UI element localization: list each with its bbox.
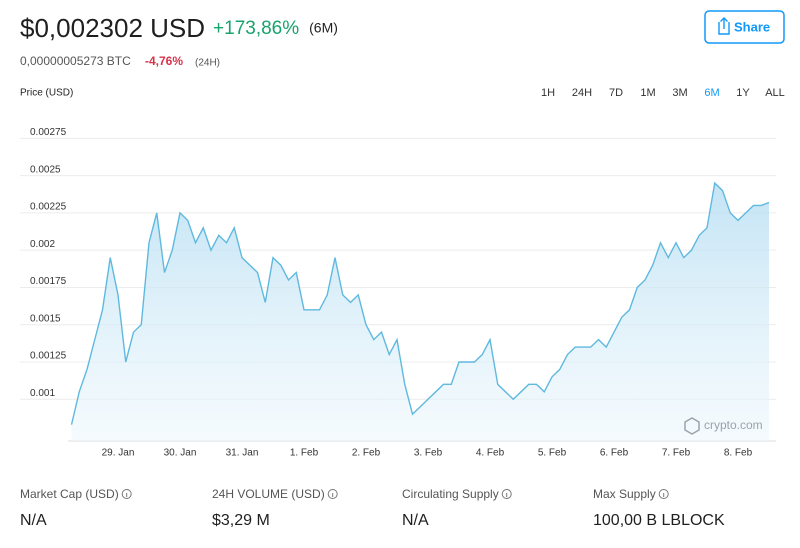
y-tick-label: 0.0025 <box>30 164 61 175</box>
timeframe-button[interactable]: 1H <box>541 87 555 99</box>
timeframe-button[interactable]: 1M <box>640 87 655 99</box>
y-axis-label: Price (USD) <box>20 88 73 99</box>
x-tick-label: 31. Jan <box>226 448 259 459</box>
x-tick-label: 4. Feb <box>476 448 505 459</box>
info-icon[interactable] <box>501 489 512 499</box>
timeframe-button[interactable]: 7D <box>609 87 623 99</box>
y-tick-label: 0.0015 <box>30 313 61 324</box>
price-change: +173,86% <box>213 18 299 39</box>
info-icon[interactable] <box>658 489 669 499</box>
stat-label: 24H VOLUME (USD) <box>212 487 325 501</box>
x-tick-label: 6. Feb <box>600 448 629 459</box>
stats: Market Cap (USD) N/A 24H VOLUME (USD) $3,29… <box>20 487 725 529</box>
price: $0,002302 USD <box>20 13 205 43</box>
info-icon[interactable] <box>327 489 338 499</box>
watermark: crypto.com <box>684 417 763 435</box>
plot <box>70 181 770 441</box>
timeframe-button[interactable]: ALL <box>765 87 785 99</box>
stat-value: N/A <box>402 512 429 529</box>
timeframes: 1H 24H 7D 1M 3M 6M 1Y ALL <box>541 87 785 99</box>
x-tick-label: 1. Feb <box>290 448 319 459</box>
btc-price: 0,00000005273 BTC <box>20 54 131 68</box>
watermark-text: crypto.com <box>704 418 763 432</box>
x-tick-label: 7. Feb <box>662 448 691 459</box>
timeframe-button[interactable]: 3M <box>672 87 687 99</box>
timeframe-button[interactable]: 6M <box>704 87 719 99</box>
share-button[interactable]: Share <box>704 10 785 44</box>
share-label[interactable]: Share <box>734 19 770 34</box>
x-tick-label: 8. Feb <box>724 448 753 459</box>
area-fill <box>71 183 769 441</box>
change-period: (6M) <box>309 20 338 36</box>
stat-label: Circulating Supply <box>402 487 499 501</box>
stat-label: Market Cap (USD) <box>20 487 119 501</box>
x-tick-label: 30. Jan <box>164 448 197 459</box>
x-tick-label: 2. Feb <box>352 448 381 459</box>
watermark-icon <box>684 417 700 435</box>
btc-period: (24H) <box>195 58 220 69</box>
timeframe-button[interactable]: 1Y <box>736 87 750 99</box>
y-tick-label: 0.00175 <box>30 276 67 287</box>
y-tick-label: 0.001 <box>30 388 55 399</box>
timeframe-button[interactable]: 24H <box>572 87 592 99</box>
x-tick-label: 5. Feb <box>538 448 567 459</box>
y-tick-label: 0.002 <box>30 239 55 250</box>
info-icon[interactable] <box>121 489 132 499</box>
y-tick-label: 0.00275 <box>30 127 67 138</box>
share-icon[interactable] <box>718 17 730 35</box>
x-tick-label: 3. Feb <box>414 448 443 459</box>
btc-change: -4,76% <box>145 54 183 68</box>
stat-value: 100,00 B LBLOCK <box>593 512 725 529</box>
y-tick-label: 0.00125 <box>30 351 67 362</box>
y-tick-label: 0.00225 <box>30 202 67 213</box>
stat-label: Max Supply <box>593 487 656 501</box>
x-tick-label: 29. Jan <box>102 448 135 459</box>
stat-value: $3,29 M <box>212 512 270 529</box>
price-line <box>70 181 770 425</box>
stat-value: N/A <box>20 512 47 529</box>
